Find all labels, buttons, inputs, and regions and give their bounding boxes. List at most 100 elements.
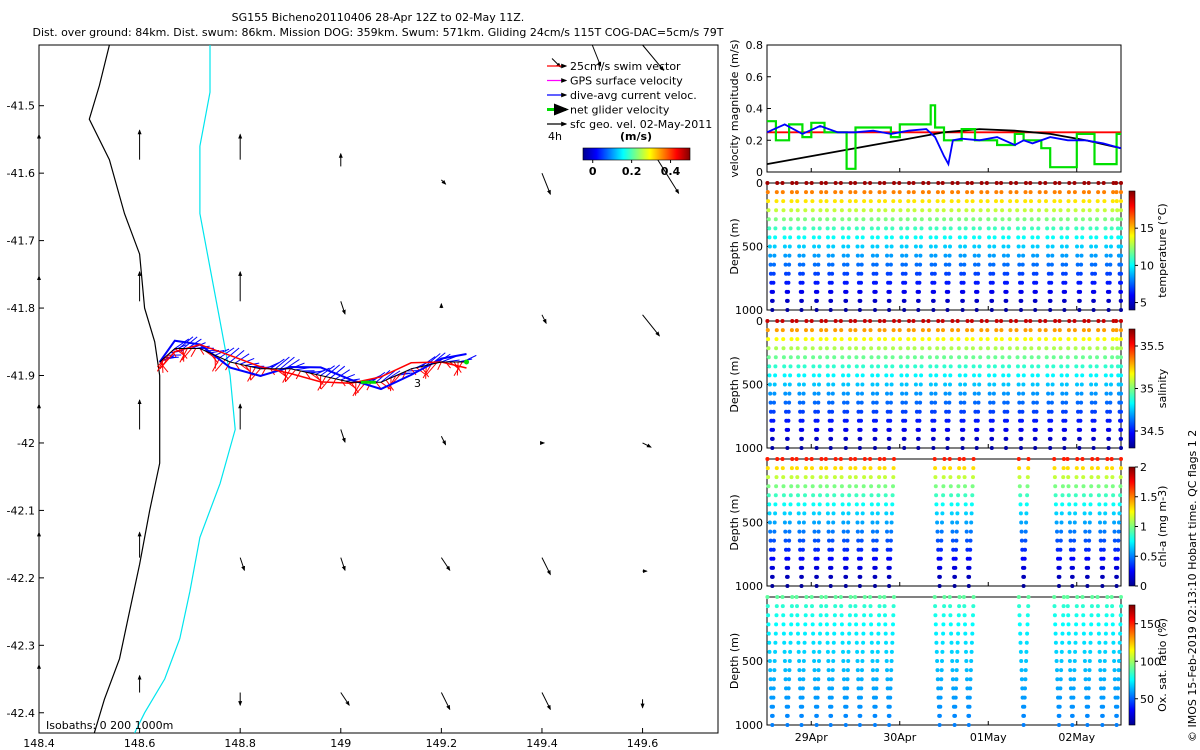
profile-point xyxy=(892,457,896,461)
profile-point xyxy=(1060,631,1065,636)
profile-point xyxy=(801,400,806,405)
profile-point xyxy=(1035,253,1040,258)
profile-point xyxy=(831,373,836,378)
profile-point xyxy=(887,289,892,294)
current-vector xyxy=(270,358,285,370)
profile-point xyxy=(935,337,940,342)
profile-point xyxy=(839,328,844,333)
profile-point xyxy=(810,346,815,351)
profile-point xyxy=(1100,584,1105,588)
profile-point xyxy=(786,418,791,423)
profile-point xyxy=(1088,511,1093,516)
profile-point xyxy=(802,373,807,378)
profile-point xyxy=(1006,391,1010,396)
profile-point xyxy=(888,677,893,682)
profile-point xyxy=(929,262,934,267)
profile-point xyxy=(1053,493,1058,498)
profile-point xyxy=(1075,595,1080,599)
profile-point xyxy=(859,538,864,543)
profile-point xyxy=(889,244,894,249)
profile-point xyxy=(842,271,847,276)
panel-colorbar xyxy=(1128,328,1136,449)
profile-point xyxy=(962,391,967,396)
profile-point xyxy=(1073,640,1078,645)
profile-point xyxy=(887,713,892,718)
profile-point xyxy=(964,649,968,654)
profile-point xyxy=(848,190,853,195)
profile-point xyxy=(1007,217,1012,222)
profile-point xyxy=(933,382,938,387)
surface-vector xyxy=(441,179,447,185)
profile-point xyxy=(1082,511,1087,516)
profile-point xyxy=(948,364,953,369)
profile-point xyxy=(876,622,881,627)
profile-point xyxy=(768,391,773,396)
profile-point xyxy=(1094,373,1099,378)
profile-point xyxy=(933,400,938,405)
profile-point xyxy=(771,565,775,570)
profile-point xyxy=(883,199,887,204)
profile-point xyxy=(785,713,790,718)
profile-point xyxy=(933,391,938,396)
panel-colorbar-tick-label: 1.5 xyxy=(1140,491,1158,504)
profile-point xyxy=(914,271,919,276)
profile-point xyxy=(780,604,785,609)
profile-point xyxy=(861,217,866,222)
profile-point xyxy=(855,244,860,249)
profile-point xyxy=(856,547,861,552)
profile-point xyxy=(804,604,808,609)
profile-point xyxy=(1112,538,1117,543)
profile-point xyxy=(884,382,889,387)
profile-point xyxy=(1021,373,1026,378)
profile-point xyxy=(1022,346,1027,351)
profile-point xyxy=(1029,337,1033,342)
profile-point xyxy=(1081,346,1086,351)
profile-point xyxy=(990,298,995,303)
profile-point xyxy=(825,364,830,369)
profile-point xyxy=(796,364,801,369)
profile-point xyxy=(1072,538,1077,543)
profile-point xyxy=(1046,262,1051,267)
profile-point xyxy=(991,391,996,396)
profile-point xyxy=(795,337,800,342)
profile-point xyxy=(798,409,803,414)
profile-point xyxy=(854,484,859,489)
profile-point xyxy=(1098,668,1103,673)
profile-point xyxy=(1096,613,1101,618)
profile-point xyxy=(831,235,836,240)
profile-point xyxy=(839,346,844,351)
profile-point xyxy=(933,613,938,618)
profile-point xyxy=(963,373,968,378)
profile-point xyxy=(877,475,882,480)
profile-point xyxy=(976,271,981,276)
profile-point xyxy=(947,253,952,258)
profile-point xyxy=(786,271,791,276)
profile-point xyxy=(942,595,947,599)
profile-point xyxy=(1021,584,1026,588)
profile-point xyxy=(829,565,834,570)
profile-point xyxy=(774,199,779,204)
profile-point xyxy=(956,493,961,498)
profile-point xyxy=(985,199,990,204)
profile-point xyxy=(812,668,817,673)
profile-point xyxy=(1108,253,1113,258)
profile-point xyxy=(942,373,947,378)
profile-point xyxy=(1088,493,1093,498)
profile-point xyxy=(787,391,792,396)
profile-point xyxy=(1119,199,1123,204)
profile-point xyxy=(932,427,937,432)
profile-point xyxy=(1055,668,1059,673)
profile-point xyxy=(770,723,775,727)
profile-point xyxy=(940,520,944,525)
profile-point xyxy=(817,364,822,369)
profile-point xyxy=(1090,457,1095,461)
profile-point xyxy=(814,713,819,718)
profile-point xyxy=(765,595,770,599)
profile-point xyxy=(1078,271,1083,276)
profile-point xyxy=(781,484,786,489)
profile-point xyxy=(772,400,776,405)
profile-point xyxy=(1059,235,1064,240)
profile-point xyxy=(1001,244,1006,249)
profile-point xyxy=(813,271,818,276)
